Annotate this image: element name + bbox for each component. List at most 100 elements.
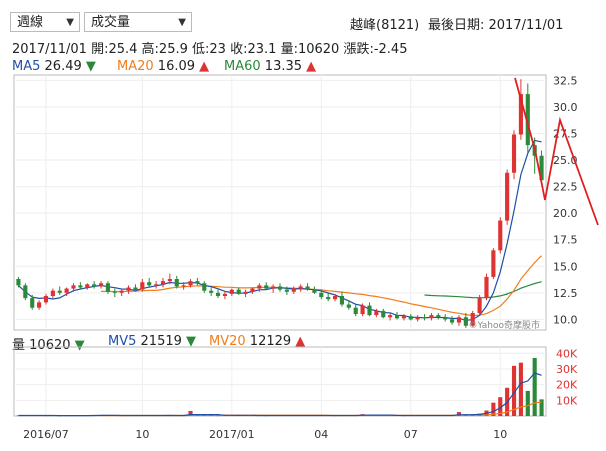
candle-body bbox=[243, 291, 248, 294]
candle-body bbox=[188, 281, 193, 286]
price-tick-label: 15.0 bbox=[553, 260, 578, 273]
vol-label: 量 bbox=[12, 338, 26, 353]
up-arrow-icon: ▲ bbox=[199, 59, 210, 74]
candle-body bbox=[229, 289, 234, 294]
quote-open: 開:25.4 bbox=[91, 42, 138, 57]
candle-body bbox=[339, 296, 345, 305]
price-tick-label: 25.0 bbox=[553, 154, 578, 167]
volume-bar bbox=[525, 390, 530, 416]
candle-body bbox=[319, 292, 324, 298]
candle-body bbox=[450, 319, 455, 323]
candle-body bbox=[415, 317, 420, 320]
candle-body bbox=[174, 279, 179, 287]
x-tick-label: 10 bbox=[493, 428, 507, 441]
price-tick-label: 17.5 bbox=[553, 234, 578, 247]
volume-bar bbox=[539, 399, 544, 416]
candle-body bbox=[305, 286, 310, 290]
candle-body bbox=[498, 220, 503, 251]
candle-body bbox=[511, 134, 517, 173]
candle-body bbox=[23, 285, 28, 299]
price-tick-label: 10.0 bbox=[553, 313, 578, 326]
candle-body bbox=[30, 298, 35, 308]
volume-bar bbox=[532, 357, 537, 416]
ma20-label: MA20 bbox=[117, 59, 154, 74]
mv5-line bbox=[18, 372, 542, 417]
chevron-down-icon: ▼ bbox=[66, 17, 74, 28]
candle-body bbox=[367, 305, 372, 316]
volume-tick-label: 40K bbox=[556, 347, 578, 360]
up-arrow-icon: ▲ bbox=[306, 59, 317, 74]
candle-body bbox=[312, 289, 317, 293]
candle-body bbox=[456, 317, 462, 323]
candle-body bbox=[333, 296, 338, 300]
down-arrow-icon: ▼ bbox=[186, 334, 197, 349]
mv5-readout: MV5 21519 ▼ bbox=[108, 334, 196, 349]
candle-body bbox=[37, 302, 42, 308]
candle-body bbox=[408, 316, 413, 320]
down-arrow-icon: ▼ bbox=[74, 338, 85, 353]
candle-body bbox=[360, 305, 365, 315]
candle-body bbox=[85, 284, 90, 288]
candle-body bbox=[222, 293, 227, 296]
candle-body bbox=[429, 315, 434, 319]
price-tick-label: 22.5 bbox=[553, 181, 578, 194]
ma60-readout: MA60 13.35 ▲ bbox=[224, 59, 316, 74]
candle-body bbox=[202, 283, 207, 291]
mv5-label: MV5 bbox=[108, 334, 137, 349]
candle-body bbox=[167, 279, 172, 282]
candle-body bbox=[470, 313, 475, 326]
candle-body bbox=[71, 285, 76, 289]
volume-bar bbox=[491, 402, 496, 416]
candle-body bbox=[264, 285, 269, 289]
volume-bar bbox=[188, 410, 193, 416]
ma5-label: MA5 bbox=[12, 59, 41, 74]
candle-body bbox=[284, 289, 289, 292]
ma5-readout: MA5 26.49 ▼ bbox=[12, 59, 96, 74]
indicator-select[interactable]: 成交量 ▼ bbox=[84, 12, 192, 32]
quote-volume: 量:10620 bbox=[280, 42, 340, 57]
volume-bar bbox=[456, 412, 462, 416]
volume-bar bbox=[511, 365, 517, 416]
candle-body bbox=[484, 276, 489, 299]
candle-body bbox=[443, 317, 448, 320]
volume-bar bbox=[498, 397, 503, 416]
candle-body bbox=[133, 287, 138, 290]
candle-body bbox=[422, 317, 427, 319]
ohlc-row: 2017/11/01 開:25.4 高:25.9 低:23 收:23.1 量:1… bbox=[12, 38, 407, 57]
volume-tick-label: 20K bbox=[556, 379, 578, 392]
ma60-label: MA60 bbox=[224, 59, 261, 74]
down-arrow-icon: ▼ bbox=[85, 59, 96, 74]
candle-body bbox=[436, 315, 441, 318]
price-tick-label: 30.0 bbox=[553, 101, 578, 114]
x-tick-label: 2017/01 bbox=[209, 428, 255, 441]
candle-body bbox=[98, 283, 104, 287]
candle-body bbox=[518, 94, 523, 135]
candle-body bbox=[374, 310, 379, 316]
quote-close: 收:23.1 bbox=[230, 42, 277, 57]
candle-body bbox=[388, 315, 393, 318]
candle-body bbox=[381, 310, 386, 318]
candle-body bbox=[346, 304, 351, 308]
candle-body bbox=[271, 286, 276, 289]
candle-body bbox=[525, 94, 530, 146]
watermark: ©Yahoo奇摩股市 bbox=[469, 319, 541, 331]
volume-panel-frame bbox=[13, 346, 547, 417]
candle-body bbox=[326, 297, 331, 300]
candle-body bbox=[215, 292, 221, 296]
mv20-readout: MV20 12129 ▲ bbox=[209, 334, 305, 349]
x-tick-label: 04 bbox=[314, 428, 328, 441]
period-select[interactable]: 週線 ▼ bbox=[10, 12, 80, 32]
candle-body bbox=[291, 288, 296, 292]
candle-body bbox=[112, 291, 117, 293]
candle-body bbox=[298, 286, 303, 289]
mv5-value: 21519 bbox=[140, 334, 182, 349]
ma60-value: 13.35 bbox=[264, 59, 303, 74]
candle-body bbox=[16, 279, 21, 286]
candle-body bbox=[78, 285, 83, 288]
candle-body bbox=[160, 281, 166, 285]
up-arrow-icon: ▲ bbox=[295, 334, 306, 349]
candle-body bbox=[401, 316, 406, 319]
ma20-readout: MA20 16.09 ▲ bbox=[117, 59, 209, 74]
candle-body bbox=[92, 284, 97, 287]
